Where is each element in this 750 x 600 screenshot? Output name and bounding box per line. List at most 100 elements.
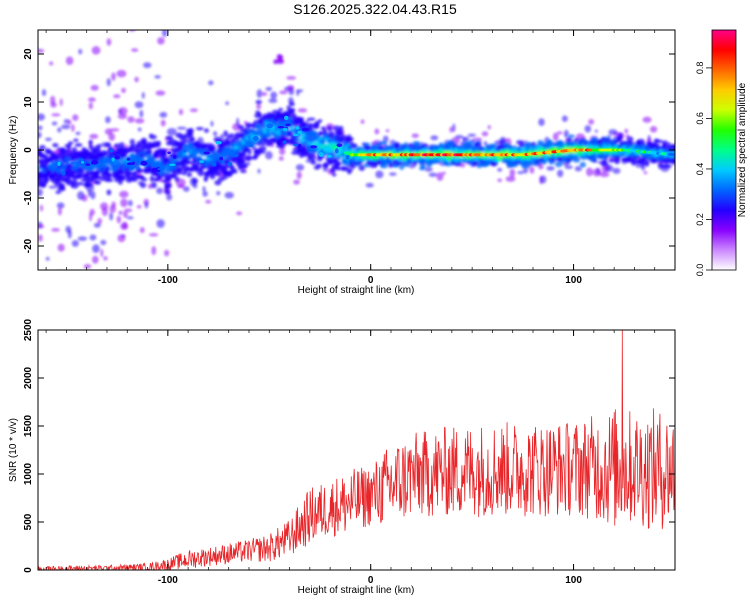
spectrogram-peak-spot — [285, 123, 291, 127]
spectrogram-ridge-blob — [52, 142, 59, 148]
spectrogram-peak-spot — [199, 160, 204, 163]
spectrogram-noise-blob — [131, 48, 139, 52]
spectrogram-noise-blob — [592, 168, 602, 177]
spectrogram-noise-blob — [232, 123, 242, 131]
spectrogram-ridge-blob — [186, 159, 192, 164]
spectrogram-noise-blob — [182, 186, 190, 192]
spectrogram-noise-blob — [154, 75, 161, 79]
spectrogram-ridge-blob — [258, 150, 266, 154]
spectrogram-noise-blob — [143, 62, 152, 69]
spectrogram-peak-spot — [345, 154, 350, 160]
spectrogram-peak-spot — [61, 170, 66, 176]
spectrogram-ridge-blob — [310, 159, 317, 165]
spectrogram-noise-blob — [452, 123, 456, 133]
spectrogram-ridge-blob — [608, 158, 615, 163]
spectrogram-ridge-blob — [88, 144, 94, 151]
spectrogram-ridge-blob — [291, 150, 300, 155]
snr-x-axis-label: Height of straight line (km) — [298, 585, 415, 596]
colorbar-tick-label: 0.8 — [695, 62, 705, 75]
spectrogram-ridge-blob — [656, 139, 663, 144]
spectrogram-peak-spot — [70, 161, 76, 165]
spectrogram-isolated-blob — [279, 58, 285, 64]
spectrogram-noise-blob — [100, 248, 104, 258]
spectrogram-noise-blob — [67, 229, 72, 239]
spectrogram-y-tick-label: 20 — [23, 48, 34, 60]
spectrogram-noise-blob — [210, 120, 214, 127]
spectrogram-peak-spot — [310, 145, 318, 149]
spectrogram-y-tick-label: 10 — [23, 96, 34, 108]
spectrogram-noise-blob — [497, 178, 503, 183]
spectrogram-noise-blob — [124, 275, 130, 281]
spectrogram-noise-blob — [126, 216, 134, 220]
spectrogram-x-tick-label: 0 — [368, 275, 374, 286]
spectrogram-noise-blob — [265, 86, 273, 92]
spectrogram-y-ticks: -20 -10 0 10 20 — [23, 48, 675, 253]
spectrogram-ridge-blob — [346, 145, 354, 150]
spectrogram-ridge-blob — [568, 134, 575, 139]
spectrogram-noise-blob — [90, 191, 96, 200]
spectrogram-ridge-blob — [662, 140, 668, 146]
spectrogram-noise-blob — [77, 236, 88, 241]
spectrogram-noise-blob — [117, 113, 128, 120]
spectrogram-noise-blob — [156, 187, 164, 195]
spectrogram-peak-spot — [323, 146, 328, 151]
spectrogram-noise-blob — [51, 228, 60, 232]
spectrogram-noise-blob — [156, 219, 165, 228]
spectrogram-noise-blob — [205, 199, 212, 204]
spectrogram-noise-blob — [127, 199, 133, 207]
snr-y-tick-label: 500 — [23, 513, 34, 530]
spectrogram-isolated-blob — [273, 59, 279, 65]
spectrogram-ridge-blob — [96, 144, 102, 149]
spectrogram-ridge-blob — [468, 139, 475, 146]
spectrogram-noise-blob — [189, 108, 198, 113]
snr-background — [38, 330, 675, 570]
spectrogram-noise-blob — [109, 212, 114, 221]
spectrogram-noise-blob — [51, 113, 61, 117]
spectrogram-ridge-blob — [614, 158, 620, 165]
spectrogram-noise-blob — [442, 171, 446, 175]
spectrogram-ridge-blob — [592, 158, 598, 163]
spectrogram-ridge-blob — [187, 131, 193, 136]
spectrogram-ridge-blob — [278, 107, 284, 112]
spectrogram-ridge-blob — [117, 178, 123, 185]
colorbar-tick-label: 0.2 — [695, 213, 705, 226]
spectrogram-ridge-blob — [644, 160, 650, 167]
spectrogram-ridge-blob — [526, 142, 533, 149]
spectrogram-noise-blob — [75, 131, 81, 136]
snr-x-ticks: -100 0 100 — [45, 330, 676, 586]
spectrogram-ridge-blob — [161, 152, 168, 157]
spectrogram-noise-blob — [89, 234, 97, 241]
spectrogram-peak-spot — [215, 140, 222, 145]
spectrogram-noise-blob — [552, 132, 559, 142]
snr-x-tick-label: 0 — [368, 575, 374, 586]
spectrogram-noise-blob — [462, 136, 470, 142]
spectrogram-noise-blob — [178, 108, 184, 116]
spectrogram-noise-blob — [561, 115, 568, 122]
spectrogram-noise-blob — [374, 128, 380, 135]
spectrogram-noise-blob — [77, 191, 85, 200]
spectrogram-ridge-blob — [245, 123, 252, 129]
spectrogram-noise-blob — [279, 148, 286, 156]
spectrogram-peak-spot — [111, 157, 115, 162]
spectrogram-noise-blob — [113, 94, 121, 99]
spectrogram-ridge-blob — [288, 107, 296, 112]
spectrogram-noise-blob — [118, 107, 128, 115]
spectrogram-ridge-blob — [73, 138, 79, 143]
spectrogram-ridge-blob — [518, 143, 526, 148]
spectrogram-peak-spot — [297, 143, 302, 149]
spectrogram-ridge-blob — [358, 164, 366, 171]
spectrogram-peak-spot — [114, 155, 120, 160]
spectrogram-ridge-blob — [336, 166, 342, 171]
spectrogram-ridge-blob — [438, 142, 444, 148]
spectrogram-noise-blob — [375, 170, 384, 179]
spectrogram-ridge-blob — [149, 134, 157, 140]
spectrogram-noise-blob — [139, 271, 143, 277]
spectrogram-y-tick-label: -10 — [23, 190, 34, 205]
spectrogram-noise-blob — [135, 280, 141, 286]
spectrogram-x-axis-label: Height of straight line (km) — [298, 285, 415, 296]
spectrogram-noise-blob — [134, 118, 145, 124]
spectrogram-noise-blob — [166, 193, 173, 201]
spectrogram-noise-blob — [213, 131, 218, 137]
spectrogram-noise-blob — [59, 98, 63, 107]
spectrogram-x-tick-label: -100 — [158, 275, 178, 286]
